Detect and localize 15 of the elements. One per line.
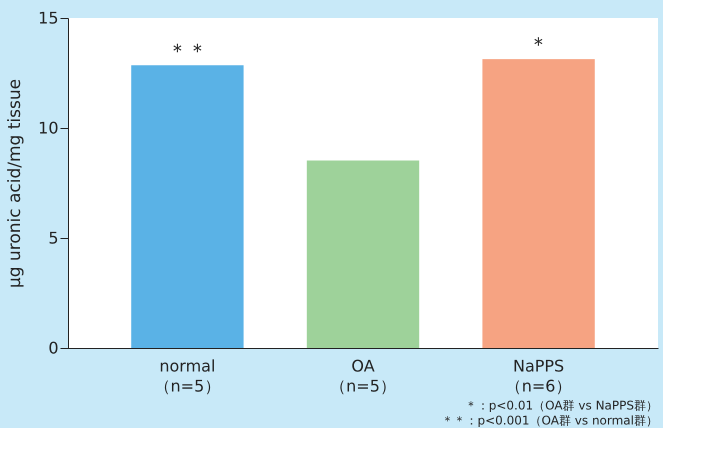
annotation: ＊＊ <box>167 38 208 62</box>
annotation: ＊ <box>528 32 549 56</box>
x-tick-label: normal （n=5） <box>154 356 220 396</box>
y-tick-label: 0 <box>48 338 58 358</box>
bar <box>131 65 244 348</box>
y-tick-label: 15 <box>38 8 58 28</box>
bar <box>482 59 595 348</box>
text: ＊＊：p<0.001（OA群 vs normal群） <box>442 414 658 428</box>
y-tick-label: 5 <box>48 228 58 248</box>
x-tick-label: OA （n=5） <box>330 356 396 396</box>
bar <box>306 160 420 348</box>
x-tick-label: NaPPS （n=6） <box>506 356 572 396</box>
y-axis-title: μg uronic acid/mg tissue <box>5 78 26 288</box>
text: ＊：p<0.01（OA群 vs NaPPS群） <box>464 398 658 412</box>
y-tick-label: 10 <box>38 118 58 138</box>
